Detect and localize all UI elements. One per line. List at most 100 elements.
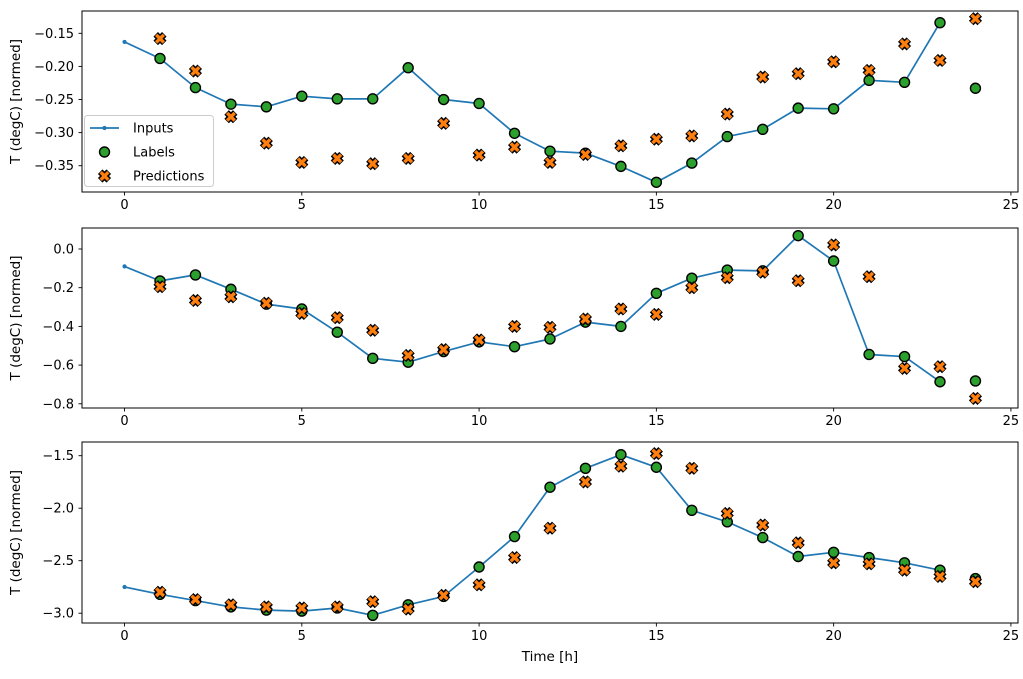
predictions-marker	[899, 565, 910, 576]
predictions-marker	[509, 142, 520, 153]
predictions-marker	[296, 157, 307, 168]
x-tick-label: 10	[471, 629, 488, 644]
labels-marker	[792, 550, 804, 563]
legend-label-predictions: Predictions	[133, 170, 205, 185]
labels-marker	[650, 461, 663, 473]
labels-marker	[473, 561, 485, 573]
y-axis-label: T (degC) [normed]	[8, 470, 24, 596]
labels-marker	[154, 52, 166, 65]
labels-marker	[934, 17, 946, 29]
predictions-marker	[367, 158, 378, 169]
x-tick-label: 25	[1003, 629, 1020, 644]
y-tick-label: −0.2	[42, 281, 74, 296]
predictions-marker	[970, 576, 981, 587]
labels-marker	[898, 350, 911, 363]
predictions-marker	[757, 72, 768, 83]
labels-marker	[615, 160, 627, 173]
predictions-marker	[261, 298, 272, 309]
y-tick-label: −2.5	[42, 554, 74, 569]
labels-marker	[827, 546, 840, 559]
predictions-marker	[864, 271, 875, 282]
x-tick-label: 20	[825, 629, 842, 644]
labels-marker	[331, 93, 343, 105]
predictions-marker	[332, 601, 343, 612]
predictions-marker	[190, 594, 201, 605]
predictions-marker	[474, 579, 485, 590]
predictions-marker	[686, 282, 697, 293]
labels-marker	[508, 127, 521, 139]
labels-marker	[367, 352, 379, 365]
predictions-marker	[580, 476, 591, 487]
labels-marker	[508, 341, 521, 353]
labels-marker	[615, 320, 627, 333]
labels-marker	[863, 348, 875, 361]
labels-marker	[863, 74, 875, 87]
labels-marker	[757, 123, 769, 136]
labels-marker	[792, 229, 804, 242]
inputs-point	[122, 584, 127, 590]
labels-marker	[367, 609, 379, 622]
predictions-marker	[261, 138, 272, 149]
predictions-marker	[296, 602, 307, 613]
predictions-marker	[793, 68, 804, 79]
predictions-marker	[722, 508, 733, 519]
predictions-marker	[544, 523, 556, 534]
predictions-marker	[651, 448, 662, 459]
labels-marker	[898, 76, 911, 89]
predictions-marker	[864, 558, 875, 569]
predictions-marker	[332, 153, 343, 164]
labels-marker	[437, 93, 450, 106]
predictions-marker	[367, 325, 378, 336]
predictions-marker	[438, 590, 449, 601]
labels-marker	[969, 375, 982, 387]
predictions-marker	[509, 552, 520, 563]
predictions-marker	[580, 149, 591, 160]
predictions-marker	[934, 55, 946, 66]
predictions-marker	[190, 295, 201, 306]
predictions-marker	[828, 239, 839, 250]
y-tick-label: −0.35	[34, 159, 74, 174]
x-tick-label: 25	[1003, 414, 1020, 429]
y-tick-label: −0.6	[42, 359, 74, 374]
y-tick-label: −0.25	[34, 93, 74, 108]
predictions-marker	[970, 393, 981, 404]
x-tick-label: 15	[648, 198, 665, 213]
labels-marker	[934, 376, 946, 388]
y-tick-label: 0.0	[53, 242, 74, 257]
predictions-marker	[615, 461, 626, 472]
predictions-marker	[934, 361, 946, 372]
predictions-marker	[686, 130, 697, 141]
x-tick-label: 5	[298, 629, 306, 644]
predictions-marker	[934, 571, 946, 582]
labels-marker	[544, 481, 556, 493]
labels-marker	[686, 504, 698, 517]
labels-marker	[827, 255, 840, 267]
predictions-marker	[367, 596, 378, 607]
labels-marker	[402, 62, 414, 74]
predictions-marker	[154, 33, 166, 44]
x-tick-label: 5	[298, 414, 306, 429]
predictions-marker	[403, 153, 414, 164]
labels-marker	[827, 103, 840, 115]
predictions-marker	[296, 308, 307, 319]
predictions-marker	[225, 599, 236, 610]
predictions-marker	[154, 587, 166, 598]
labels-marker	[615, 448, 627, 461]
predictions-marker	[828, 557, 839, 568]
predictions-marker	[828, 56, 839, 67]
predictions-marker	[403, 350, 414, 361]
labels-marker	[189, 81, 202, 94]
predictions-marker	[651, 134, 662, 145]
x-tick-label: 15	[648, 414, 665, 429]
labels-marker	[650, 287, 663, 300]
labels-marker	[969, 82, 982, 94]
labels-marker	[331, 326, 343, 338]
axes-frame	[81, 227, 1019, 409]
predictions-marker	[509, 321, 520, 332]
labels-marker	[792, 102, 804, 114]
predictions-marker	[544, 322, 556, 333]
x-tick-label: 10	[471, 198, 488, 213]
predictions-marker	[225, 111, 236, 122]
y-tick-label: −0.20	[34, 60, 74, 75]
